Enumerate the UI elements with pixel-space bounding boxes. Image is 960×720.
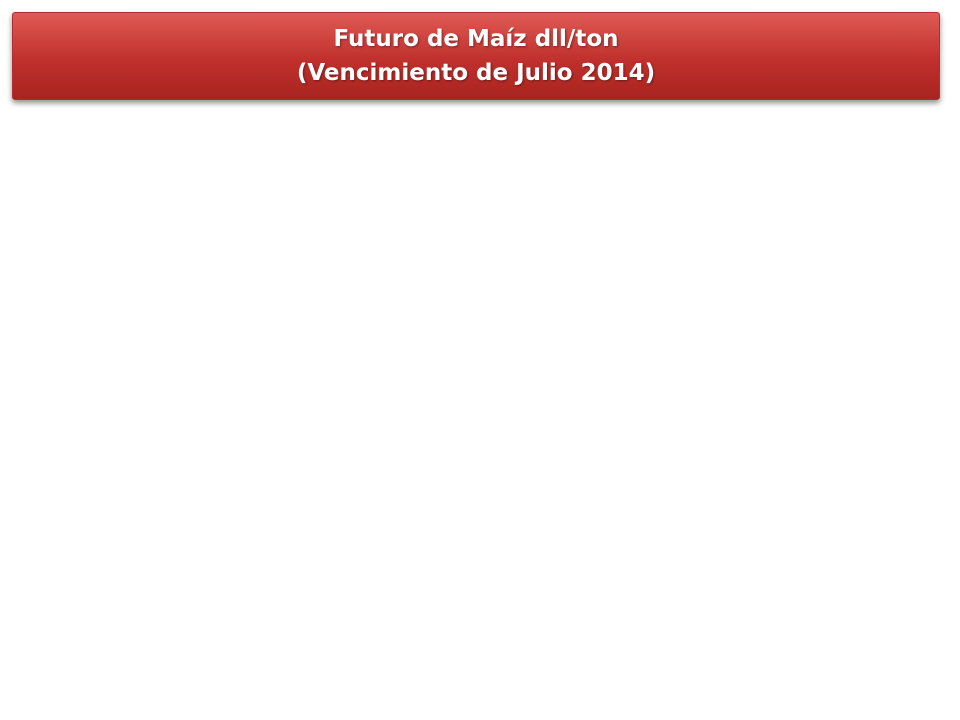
title-line: (Vencimiento de Julio 2014) (296, 60, 656, 86)
change-label: CHANGE: (375, 123, 434, 138)
last-price-box (892, 598, 942, 617)
y-tick-label: 500'0 (896, 437, 925, 451)
last-price-label: 469'2 (896, 599, 925, 613)
y-tick-label: 540'0 (896, 225, 925, 239)
y-tick-label: 495'0 (896, 463, 925, 477)
y-tick-label: 525'0 (896, 304, 925, 318)
y-tick-label: 545'0 (896, 198, 925, 212)
y-tick-label: 465'0 (896, 622, 925, 636)
down-arrow (446, 127, 456, 136)
y-tick-label: 510'0 (896, 384, 925, 398)
last: LAST: 469'2 (210, 123, 280, 138)
high: HIGH: 472'6 (566, 123, 637, 138)
y-tick-label: 480'0 (896, 542, 925, 556)
y-tick-label: 505'0 (896, 410, 925, 424)
y-tick-label: 520'0 (896, 331, 925, 345)
plot-area (11, 147, 891, 669)
title-line: Futuro de Maíz dll/ton (333, 26, 619, 52)
y-tick-label: 530'0 (896, 278, 925, 292)
chart-frame (7, 114, 949, 701)
y-tick-label: 475'0 (896, 569, 925, 583)
x-tick-label: Sep (446, 678, 468, 692)
low: LOW: 469'0 (728, 123, 796, 138)
change: 2'0 (466, 123, 483, 138)
title-banner: Futuro de Maíz dll/ton (Vencimiento de J… (12, 12, 940, 100)
y-tick-label: 490'0 (896, 489, 925, 503)
watermark-logo (12, 627, 40, 655)
date: 10/24/2013 (869, 123, 944, 140)
y-tick-label: 535'0 (896, 251, 925, 265)
x-tick-label: Oct (677, 678, 696, 692)
y-tick-label: 470'0 (896, 595, 925, 609)
x-axis-label: Daily (907, 678, 934, 692)
y-tick-label: 550'0 (896, 172, 925, 186)
y-tick-label: 515'0 (896, 357, 925, 371)
watermark: CME Group (42, 624, 207, 657)
y-tick-label: 485'0 (896, 516, 925, 530)
y-tick-label: 460'0 (896, 648, 925, 662)
symbol: ZC N4 [10] - CORN (14, 123, 128, 138)
x-tick-label: Aug (192, 678, 213, 692)
